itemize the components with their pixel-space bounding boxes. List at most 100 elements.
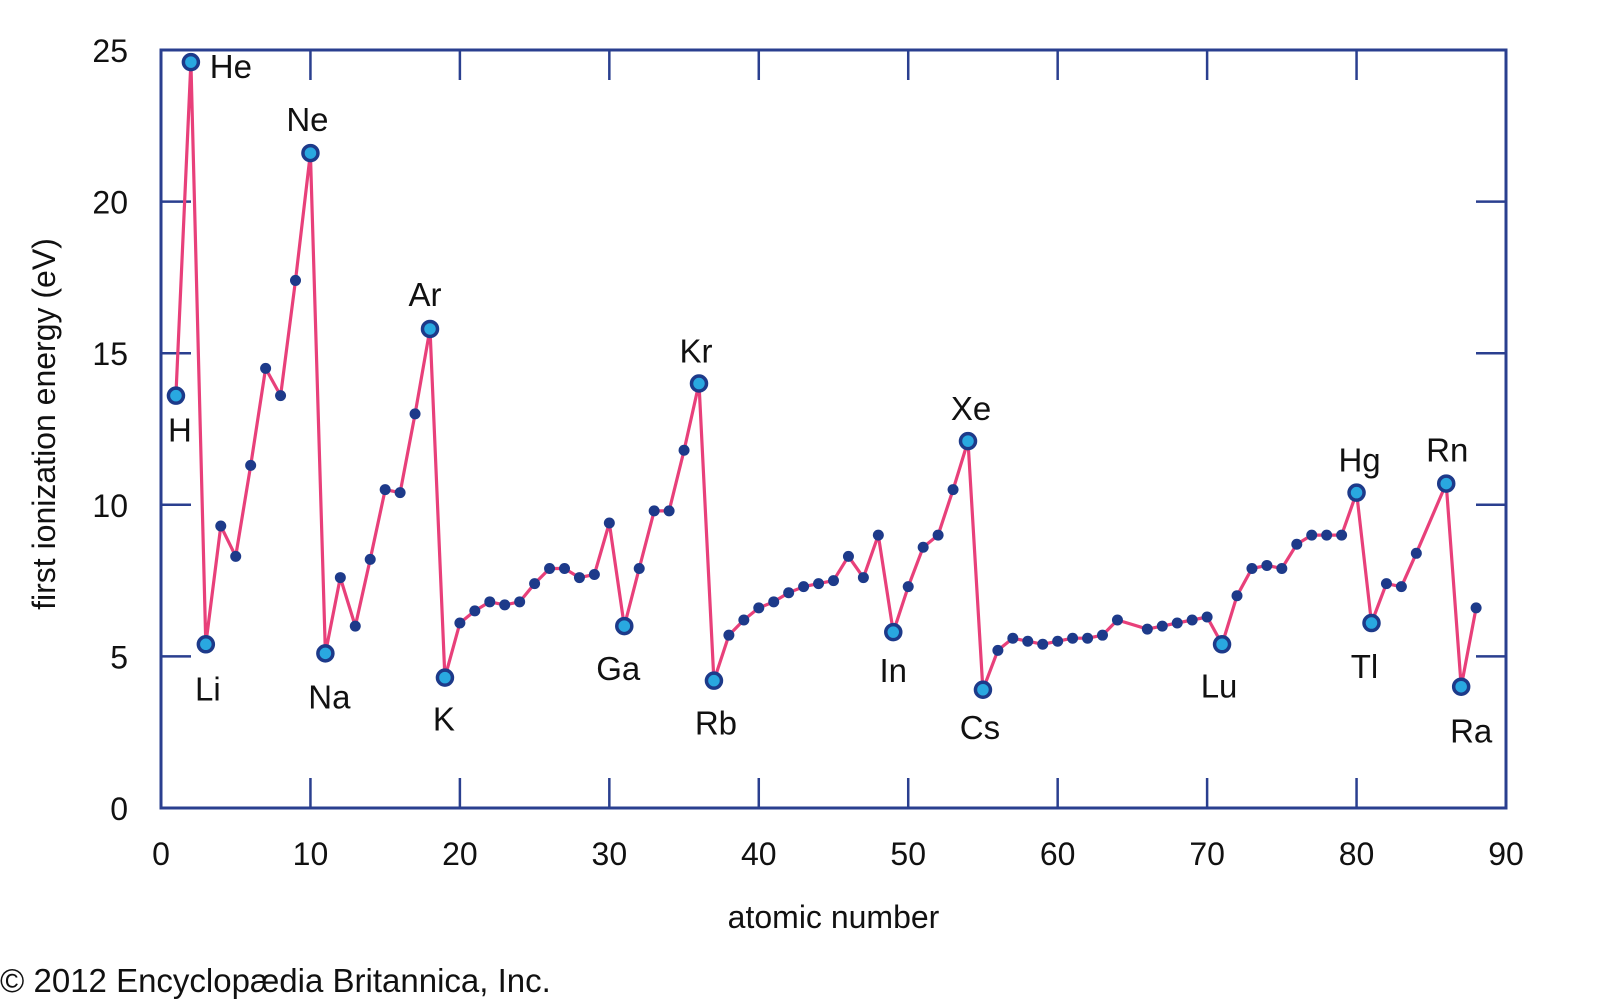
x-axis-label: atomic number [728,899,940,935]
y-tick-label: 25 [92,33,128,69]
copyright-notice: © 2012 Encyclopædia Britannica, Inc. [0,962,551,999]
data-point [753,602,765,614]
series-line [174,60,1478,692]
data-point [1380,578,1392,590]
highlight-point [301,143,320,163]
data-point [857,572,869,584]
element-label: K [433,701,455,738]
element-label: Ga [596,650,641,687]
element-label: He [210,48,252,85]
data-point [813,578,825,590]
data-point [738,614,750,626]
y-tick-label: 15 [92,336,128,372]
data-point [1410,547,1422,559]
data-point [1321,529,1333,541]
data-point [872,529,884,541]
element-label: H [168,412,192,449]
data-point [603,517,615,529]
data-point [992,644,1004,656]
element-label: Tl [1351,648,1379,685]
data-point [1007,632,1019,644]
element-label: Ar [409,276,442,313]
element-label: Lu [1201,667,1238,704]
plot-frame [159,48,1508,810]
highlight-point [1362,613,1381,633]
data-point [379,484,391,496]
data-point [454,617,466,629]
data-point [1067,632,1079,644]
data-point [1111,614,1123,626]
data-point [947,484,959,496]
data-point [1141,623,1153,635]
highlight-point [166,386,186,405]
data-point [514,596,526,608]
data-point [1261,559,1273,571]
data-point [842,550,854,562]
data-point [215,520,227,532]
data-point [932,529,944,541]
element-label: Ne [286,101,328,138]
highlight-point [1212,635,1232,654]
data-point [469,605,481,617]
highlight-point [316,644,335,663]
element-label: Li [195,670,221,707]
data-point [1231,590,1243,602]
element-label: Na [308,678,351,715]
x-tick-label: 10 [293,836,329,872]
data-point [828,575,839,587]
axis-ticks [161,50,1506,808]
data-point [1470,602,1482,614]
y-tick-label: 0 [110,791,128,827]
data-point [1082,632,1094,644]
element-label: Xe [951,390,991,427]
data-point [663,505,675,517]
data-point [529,578,541,590]
highlight-point [689,374,709,393]
data-points [166,52,1482,700]
element-label: Kr [680,333,713,370]
data-point [409,408,421,420]
y-tick-label: 10 [92,488,128,524]
highlight-point [884,622,903,642]
data-point [648,505,660,517]
element-label: Cs [960,709,1000,746]
element-label: Ra [1450,713,1493,750]
data-point [290,274,301,286]
data-point [633,562,645,574]
y-tick-labels: 0 5 10 15 20 25 [92,33,128,827]
highlight-point [973,680,993,700]
data-point [230,550,242,562]
data-point [1395,581,1407,593]
data-point [798,581,810,593]
data-point [1171,617,1183,629]
data-point [1336,529,1348,541]
data-point [394,487,406,499]
x-tick-label: 70 [1189,836,1225,872]
data-point [902,581,914,593]
data-point [917,541,929,553]
data-point [1052,635,1064,647]
highlight-point [958,431,978,451]
data-point [499,599,511,611]
data-point [260,362,272,374]
data-point [768,596,780,608]
element-labels: H He Li Ne Na Ar K Ga Kr Rb In Xe Cs Lu Hg Tl Rn Ra [168,48,1493,750]
highlight-point [704,671,724,690]
x-tick-label: 40 [741,836,777,872]
data-point [723,629,735,641]
highlight-point [435,668,455,687]
data-point [1291,538,1303,550]
data-point [588,569,600,581]
highlight-point [181,52,201,72]
x-tick-label: 30 [592,836,628,872]
data-point [678,444,690,456]
data-point [1097,629,1108,641]
data-point [1201,611,1213,623]
element-label: Hg [1338,442,1380,479]
y-tick-label: 5 [110,639,128,675]
x-tick-label: 90 [1488,836,1524,872]
x-tick-labels: 0 10 20 30 40 50 60 70 80 90 [152,836,1524,872]
element-label: In [880,652,908,689]
data-point [245,459,257,471]
